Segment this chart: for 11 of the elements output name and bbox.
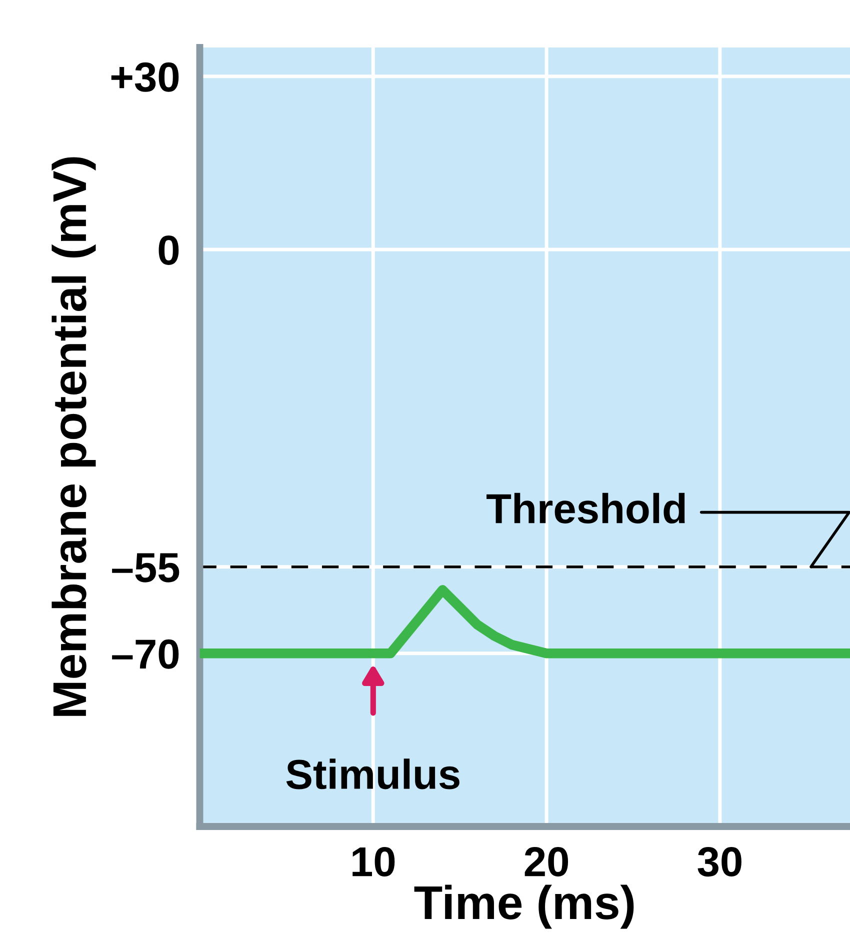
ref-line-label: Threshold: [486, 492, 685, 524]
y-axis-title: Membrane potential (mV): [52, 157, 96, 716]
annotation: Stimulus: [286, 758, 460, 790]
y-tick-label: –55: [112, 553, 180, 582]
y-tick-label: –70: [112, 639, 179, 669]
x-tick-label: 10: [352, 847, 395, 877]
y-tick-label: 0: [158, 235, 179, 265]
x-axis-title: Time (ms): [414, 884, 634, 929]
x-tick-label: 20: [524, 847, 568, 877]
y-tick-label: +30: [111, 62, 179, 92]
x-tick-label: 30: [698, 847, 742, 877]
